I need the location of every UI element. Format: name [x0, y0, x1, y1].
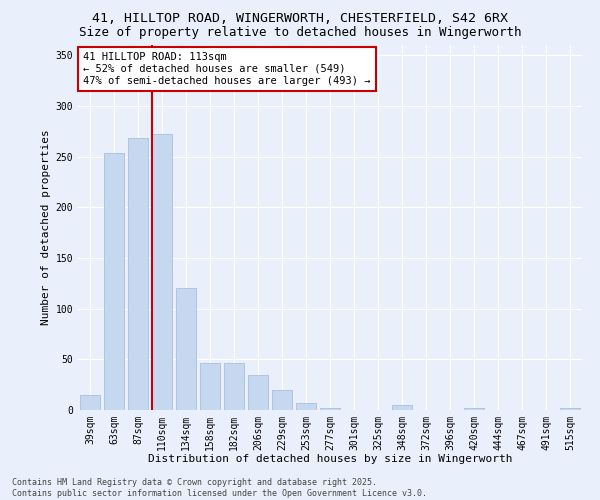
Bar — [128, 138, 148, 410]
Bar — [320, 408, 340, 410]
Bar — [200, 364, 220, 410]
Bar — [152, 134, 172, 410]
Text: Contains HM Land Registry data © Crown copyright and database right 2025.
Contai: Contains HM Land Registry data © Crown c… — [12, 478, 427, 498]
Text: 41 HILLTOP ROAD: 113sqm
← 52% of detached houses are smaller (549)
47% of semi-d: 41 HILLTOP ROAD: 113sqm ← 52% of detache… — [83, 52, 371, 86]
Bar — [176, 288, 196, 410]
Bar — [248, 374, 268, 410]
Text: Size of property relative to detached houses in Wingerworth: Size of property relative to detached ho… — [79, 26, 521, 39]
Bar — [104, 154, 124, 410]
Text: 41, HILLTOP ROAD, WINGERWORTH, CHESTERFIELD, S42 6RX: 41, HILLTOP ROAD, WINGERWORTH, CHESTERFI… — [92, 12, 508, 26]
Y-axis label: Number of detached properties: Number of detached properties — [41, 130, 52, 326]
Bar — [392, 405, 412, 410]
Bar — [560, 408, 580, 410]
Bar — [296, 403, 316, 410]
X-axis label: Distribution of detached houses by size in Wingerworth: Distribution of detached houses by size … — [148, 454, 512, 464]
Bar — [464, 408, 484, 410]
Bar — [80, 395, 100, 410]
Bar — [224, 364, 244, 410]
Bar — [272, 390, 292, 410]
